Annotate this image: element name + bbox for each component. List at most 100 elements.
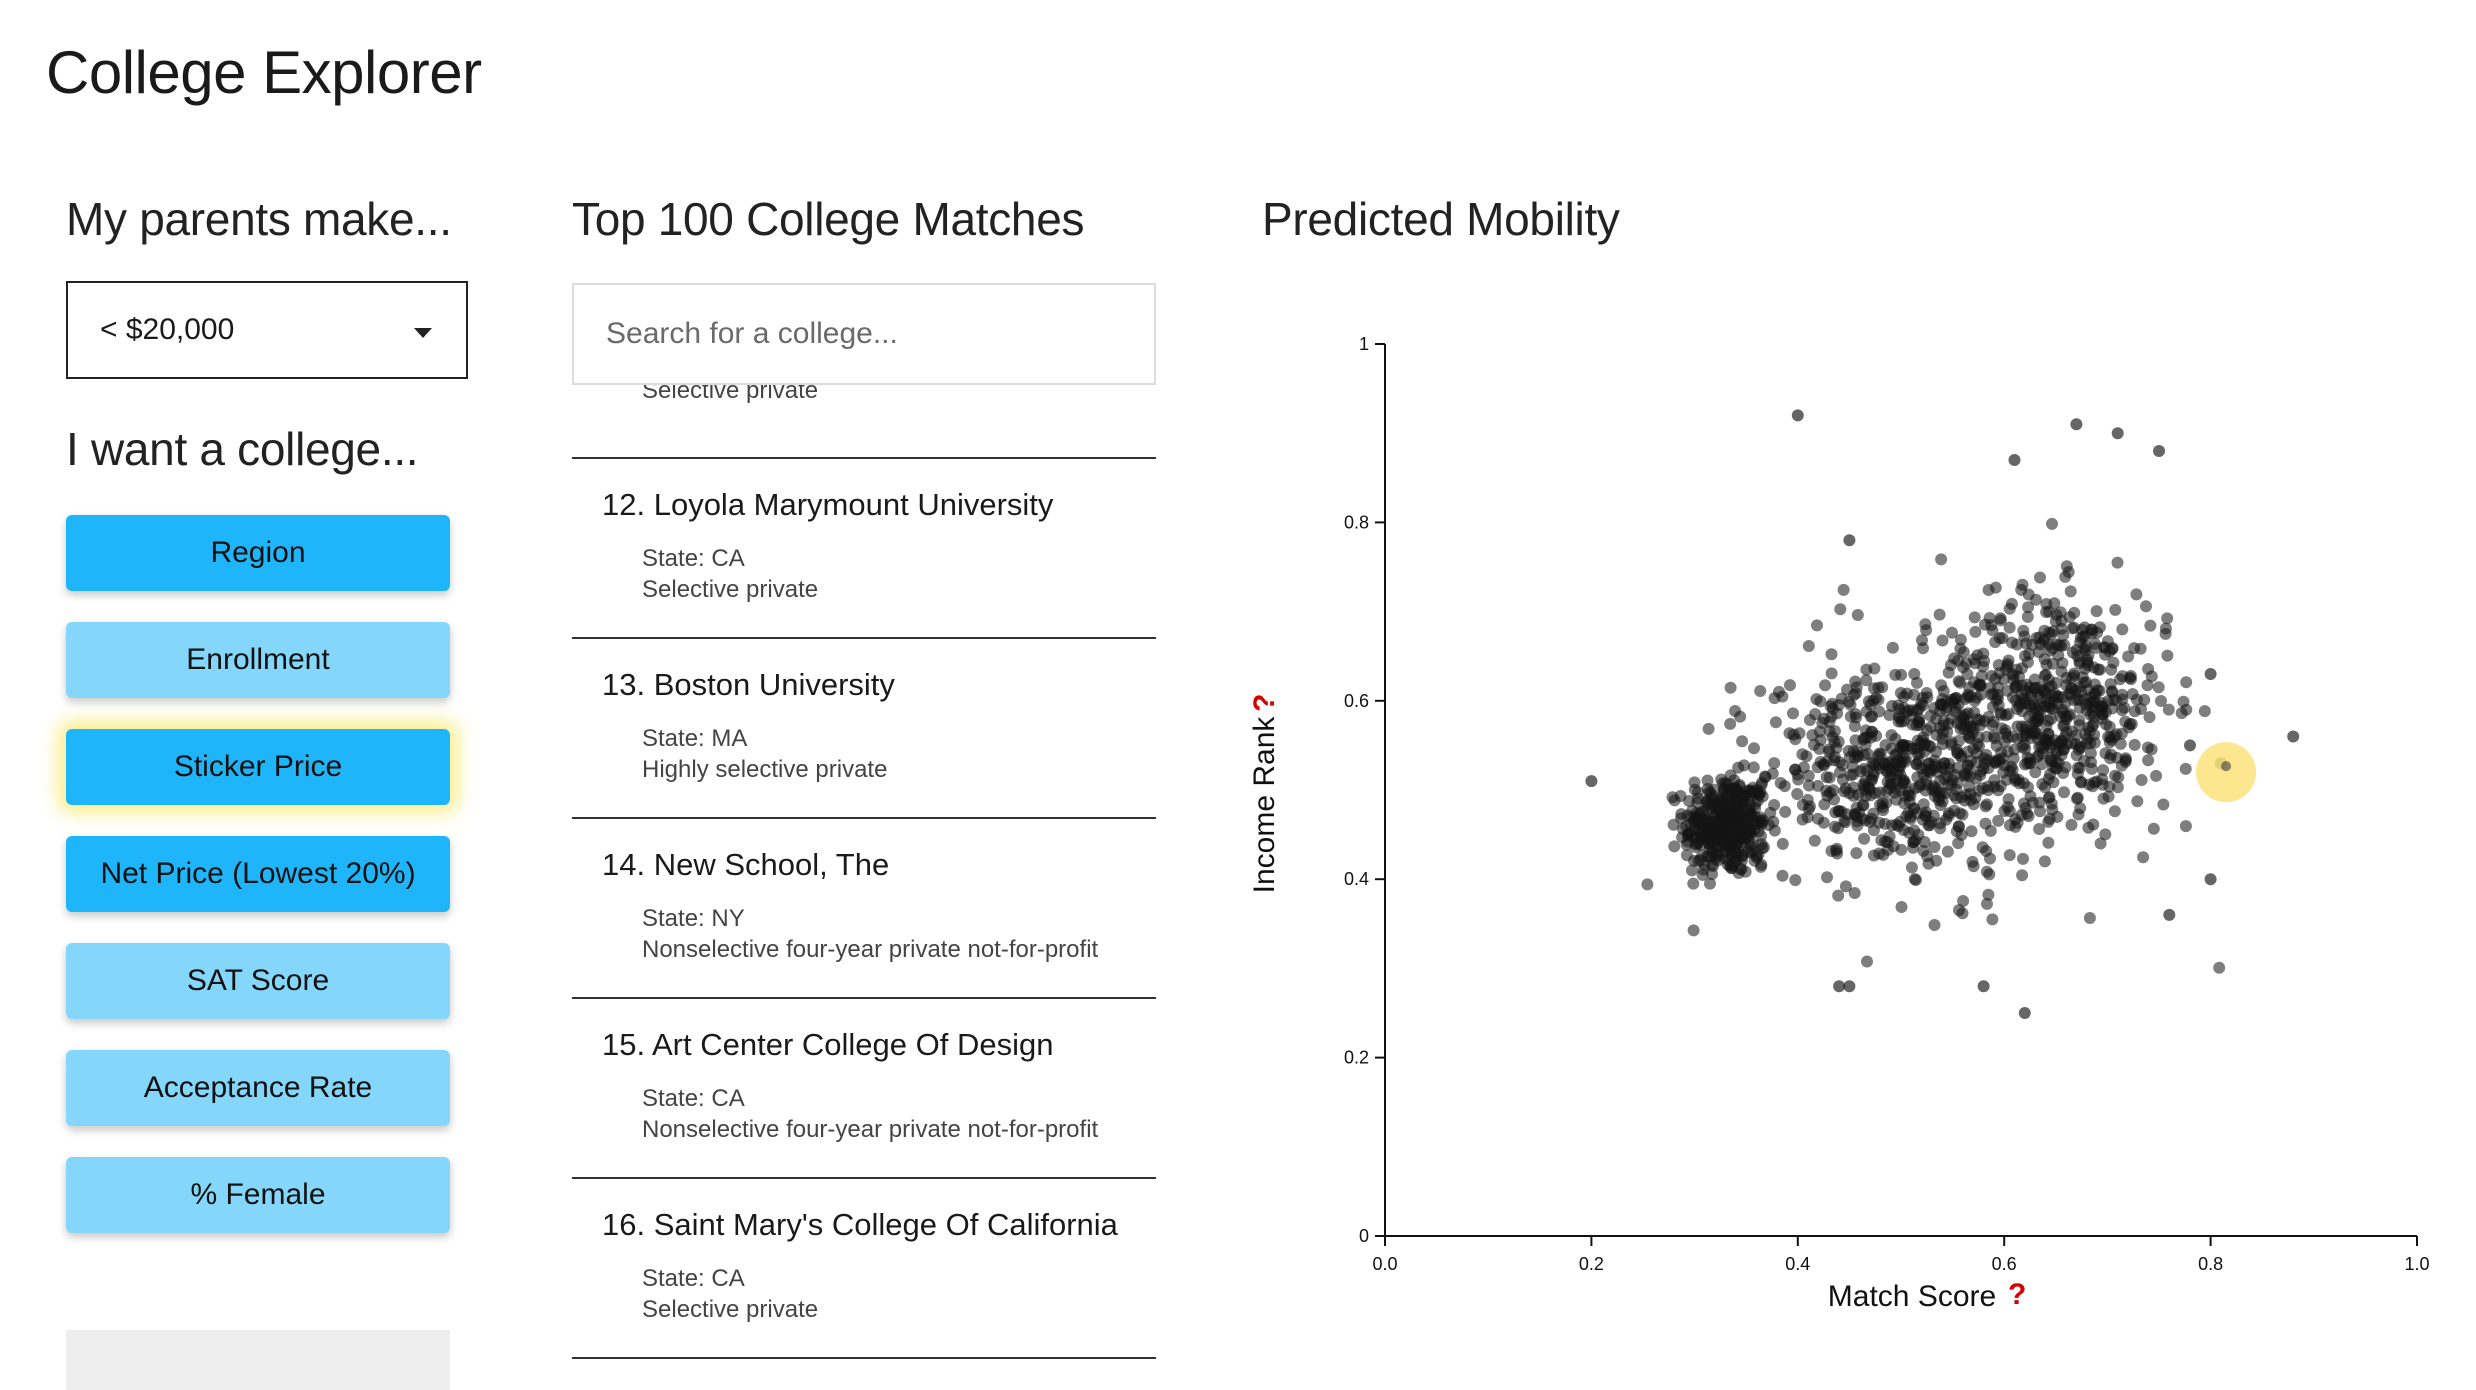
scatter-point[interactable] (1946, 626, 1958, 639)
scatter-point[interactable] (2043, 791, 2056, 804)
scatter-point[interactable] (1962, 688, 1975, 701)
scatter-point[interactable] (2287, 730, 2300, 743)
scatter-point[interactable] (1860, 663, 1873, 676)
scatter-point[interactable] (2001, 745, 2014, 758)
scatter-point[interactable] (1858, 762, 1871, 775)
scatter-point[interactable] (1974, 688, 1987, 701)
scatter-point[interactable] (1729, 705, 1742, 717)
scatter-point[interactable] (1920, 778, 1933, 791)
filter-button-acceptance-rate[interactable]: Acceptance Rate (66, 1050, 450, 1126)
scatter-point[interactable] (1732, 761, 1745, 774)
scatter-point[interactable] (1948, 652, 1961, 665)
scatter-point[interactable] (1814, 695, 1827, 708)
scatter-point[interactable] (2130, 588, 2143, 601)
scatter-point[interactable] (1905, 861, 1918, 874)
scatter-point[interactable] (1832, 735, 1845, 748)
scatter-point[interactable] (1834, 603, 1847, 616)
scatter-point[interactable] (1843, 787, 1856, 800)
scatter-point[interactable] (2026, 727, 2039, 740)
scatter-point[interactable] (1704, 877, 1716, 890)
filter-button-enrollment[interactable]: Enrollment (66, 622, 450, 698)
scatter-point[interactable] (2043, 700, 2056, 713)
scatter-point[interactable] (1796, 813, 1809, 826)
list-item[interactable]: 16. Saint Mary's College Of California S… (572, 1177, 1156, 1357)
scatter-point[interactable] (1736, 735, 1749, 748)
scatter-point[interactable] (1883, 709, 1896, 721)
income-select[interactable]: < $20,000 (66, 281, 468, 379)
scatter-point[interactable] (2083, 912, 2096, 924)
college-list[interactable]: Selective private 12. Loyola Marymount U… (572, 385, 1156, 1374)
scatter-point[interactable] (2032, 748, 2045, 761)
scatter-point[interactable] (1980, 748, 1993, 761)
scatter-point[interactable] (1691, 837, 1704, 850)
scatter-point[interactable] (2002, 793, 2015, 806)
scatter-point[interactable] (2085, 762, 2098, 775)
scatter-point[interactable] (2105, 685, 2118, 698)
scatter-point[interactable] (1789, 763, 1802, 776)
scatter-point[interactable] (1791, 788, 1804, 800)
scatter-point[interactable] (1895, 901, 1908, 913)
scatter-point[interactable] (1585, 775, 1598, 788)
scatter-point[interactable] (1928, 785, 1941, 798)
scatter-point[interactable] (1802, 803, 1815, 816)
scatter-point[interactable] (1858, 832, 1871, 845)
filter-button-net-price[interactable]: Net Price (Lowest 20%) (66, 836, 450, 912)
scatter-point[interactable] (1979, 817, 1992, 830)
scatter-point[interactable] (1820, 771, 1833, 784)
scatter-point[interactable] (2019, 650, 2031, 662)
scatter-point[interactable] (2058, 786, 2070, 799)
scatter-point[interactable] (2089, 688, 2102, 701)
scatter-point[interactable] (1957, 711, 1970, 724)
scatter-point[interactable] (2102, 730, 2115, 743)
scatter-point[interactable] (2060, 560, 2073, 573)
scatter-point[interactable] (2016, 578, 2029, 591)
scatter-point[interactable] (1992, 814, 2005, 827)
scatter-point[interactable] (2180, 676, 2193, 689)
scatter-point[interactable] (2019, 758, 2031, 771)
scatter-point[interactable] (1674, 790, 1687, 802)
scatter-point[interactable] (1932, 794, 1945, 807)
scatter-point[interactable] (2036, 778, 2049, 791)
scatter-point[interactable] (2137, 851, 2150, 864)
scatter-point[interactable] (2144, 619, 2157, 632)
scatter-point[interactable] (2109, 603, 2122, 616)
scatter-point[interactable] (1730, 813, 1743, 826)
scatter-point[interactable] (2074, 802, 2087, 815)
scatter-point[interactable] (1751, 787, 1764, 800)
scatter-point[interactable] (2128, 705, 2141, 718)
scatter-point[interactable] (2009, 774, 2022, 787)
scatter-point[interactable] (1934, 817, 1947, 830)
scatter-point[interactable] (2078, 693, 2091, 705)
scatter-point[interactable] (2134, 642, 2147, 655)
scatter-point[interactable] (2145, 670, 2158, 683)
scatter-point[interactable] (2003, 805, 2016, 818)
scatter-point[interactable] (1892, 820, 1905, 833)
scatter-point[interactable] (2040, 598, 2053, 610)
scatter-point[interactable] (2074, 631, 2087, 644)
scatter-point[interactable] (1921, 724, 1933, 737)
scatter-point[interactable] (2159, 627, 2172, 640)
scatter-point[interactable] (1876, 797, 1889, 810)
mobility-scatter-chart[interactable]: 0.0 0.2 0.4 0.6 0.8 1.0 0 0.2 0.4 0.6 0.8 1 Match S… (1240, 310, 2440, 1350)
scatter-point[interactable] (1739, 865, 1752, 878)
filter-button-sticker-price[interactable]: Sticker Price (66, 729, 450, 805)
scatter-point[interactable] (1702, 722, 1715, 735)
scatter-point[interactable] (1843, 534, 1856, 547)
scatter-point[interactable] (1969, 625, 1982, 638)
scatter-point[interactable] (1733, 779, 1746, 791)
scatter-point[interactable] (1888, 757, 1901, 770)
scatter-point[interactable] (2112, 771, 2125, 784)
scatter-point[interactable] (2038, 855, 2051, 868)
scatter-point[interactable] (1963, 780, 1976, 793)
scatter-point[interactable] (2016, 705, 2029, 718)
scatter-point[interactable] (1864, 789, 1877, 802)
scatter-point[interactable] (2128, 738, 2141, 751)
scatter-point[interactable] (1710, 824, 1722, 837)
scatter-point[interactable] (1972, 731, 1985, 744)
scatter-point[interactable] (1741, 813, 1754, 826)
scatter-point[interactable] (2198, 705, 2211, 718)
scatter-point[interactable] (1898, 797, 1911, 810)
scatter-point[interactable] (1907, 742, 1920, 755)
scatter-point[interactable] (1825, 667, 1838, 680)
scatter-point[interactable] (1950, 783, 1963, 796)
